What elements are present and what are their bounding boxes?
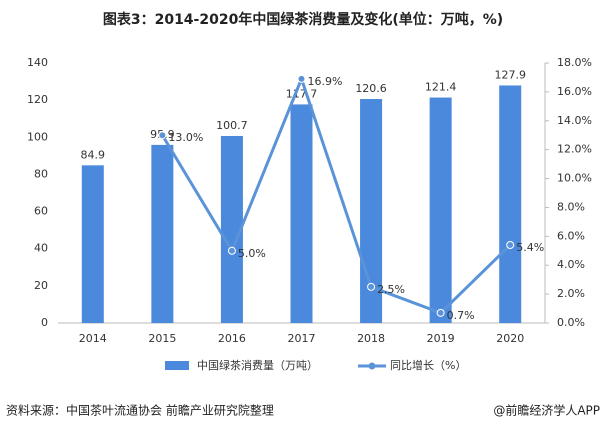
credit: @前瞻经济学人APP [493, 403, 600, 418]
bar-value-label: 117.7 [286, 87, 318, 100]
y-tick-label: 120 [27, 93, 48, 106]
y-tick-label: 60 [34, 205, 48, 218]
bar-value-label: 127.9 [494, 68, 526, 81]
line-marker [367, 282, 376, 291]
y-tick-label: 100 [27, 130, 48, 143]
line-marker [227, 246, 236, 255]
line [161, 74, 512, 315]
y2-tick-label: 8.0% [557, 200, 585, 213]
bar-value-label: 100.7 [216, 119, 248, 132]
y-tick-label: 140 [27, 56, 48, 69]
legend-label: 同比增长（%） [390, 358, 466, 372]
y2-tick-label: 4.0% [557, 258, 585, 271]
bar [290, 104, 313, 324]
y2-tick-label: 0.0% [557, 316, 585, 329]
line-value-label: 16.9% [308, 75, 343, 88]
bar [429, 97, 452, 324]
y2-tick-label: 16.0% [557, 85, 592, 98]
y2-tick-label: 10.0% [557, 172, 592, 185]
y-tick-label: 20 [34, 279, 48, 292]
y2-tick-label: 14.0% [557, 114, 592, 127]
y-tick-label: 40 [34, 242, 48, 255]
line-value-label: 13.0% [168, 131, 203, 144]
line-value-label: 0.7% [447, 309, 475, 322]
bar [220, 135, 243, 323]
legend-swatch [165, 361, 189, 370]
chart-title: 图表3：2014-2020年中国绿茶消费量及变化(单位：万吨，%) [103, 11, 503, 28]
line-marker [436, 308, 445, 317]
line-value-label: 2.5% [377, 283, 405, 296]
x-tick-label: 2020 [496, 332, 524, 345]
bar-value-label: 84.9 [81, 148, 106, 161]
x-tick-label: 2015 [148, 332, 176, 345]
y2-tick-label: 18.0% [557, 56, 592, 69]
y-tick-label: 80 [34, 167, 48, 180]
bar [499, 85, 522, 323]
source: 资料来源：中国茶叶流通协会 前瞻产业研究院整理 [6, 403, 274, 418]
line-value-label: 5.4% [516, 241, 544, 254]
x-tick-label: 2018 [357, 332, 385, 345]
x-tick-label: 2017 [288, 332, 316, 345]
y2-tick-label: 2.0% [557, 287, 585, 300]
bar [151, 144, 174, 323]
y2-tick-label: 6.0% [557, 229, 585, 242]
bar [81, 165, 104, 323]
x-tick-label: 2014 [79, 332, 107, 345]
bar-value-label: 121.4 [425, 81, 457, 94]
x-tick-label: 2016 [218, 332, 246, 345]
line-marker [297, 74, 306, 83]
legend-label: 中国绿茶消费量（万吨） [197, 358, 318, 372]
line-marker [158, 131, 167, 140]
y-tick-label: 0 [41, 316, 48, 329]
x-tick-label: 2019 [427, 332, 455, 345]
y2-tick-label: 12.0% [557, 143, 592, 156]
legend-marker [368, 362, 376, 370]
line-value-label: 5.0% [238, 247, 266, 260]
line-marker [506, 241, 515, 249]
bar-value-label: 120.6 [355, 82, 387, 95]
